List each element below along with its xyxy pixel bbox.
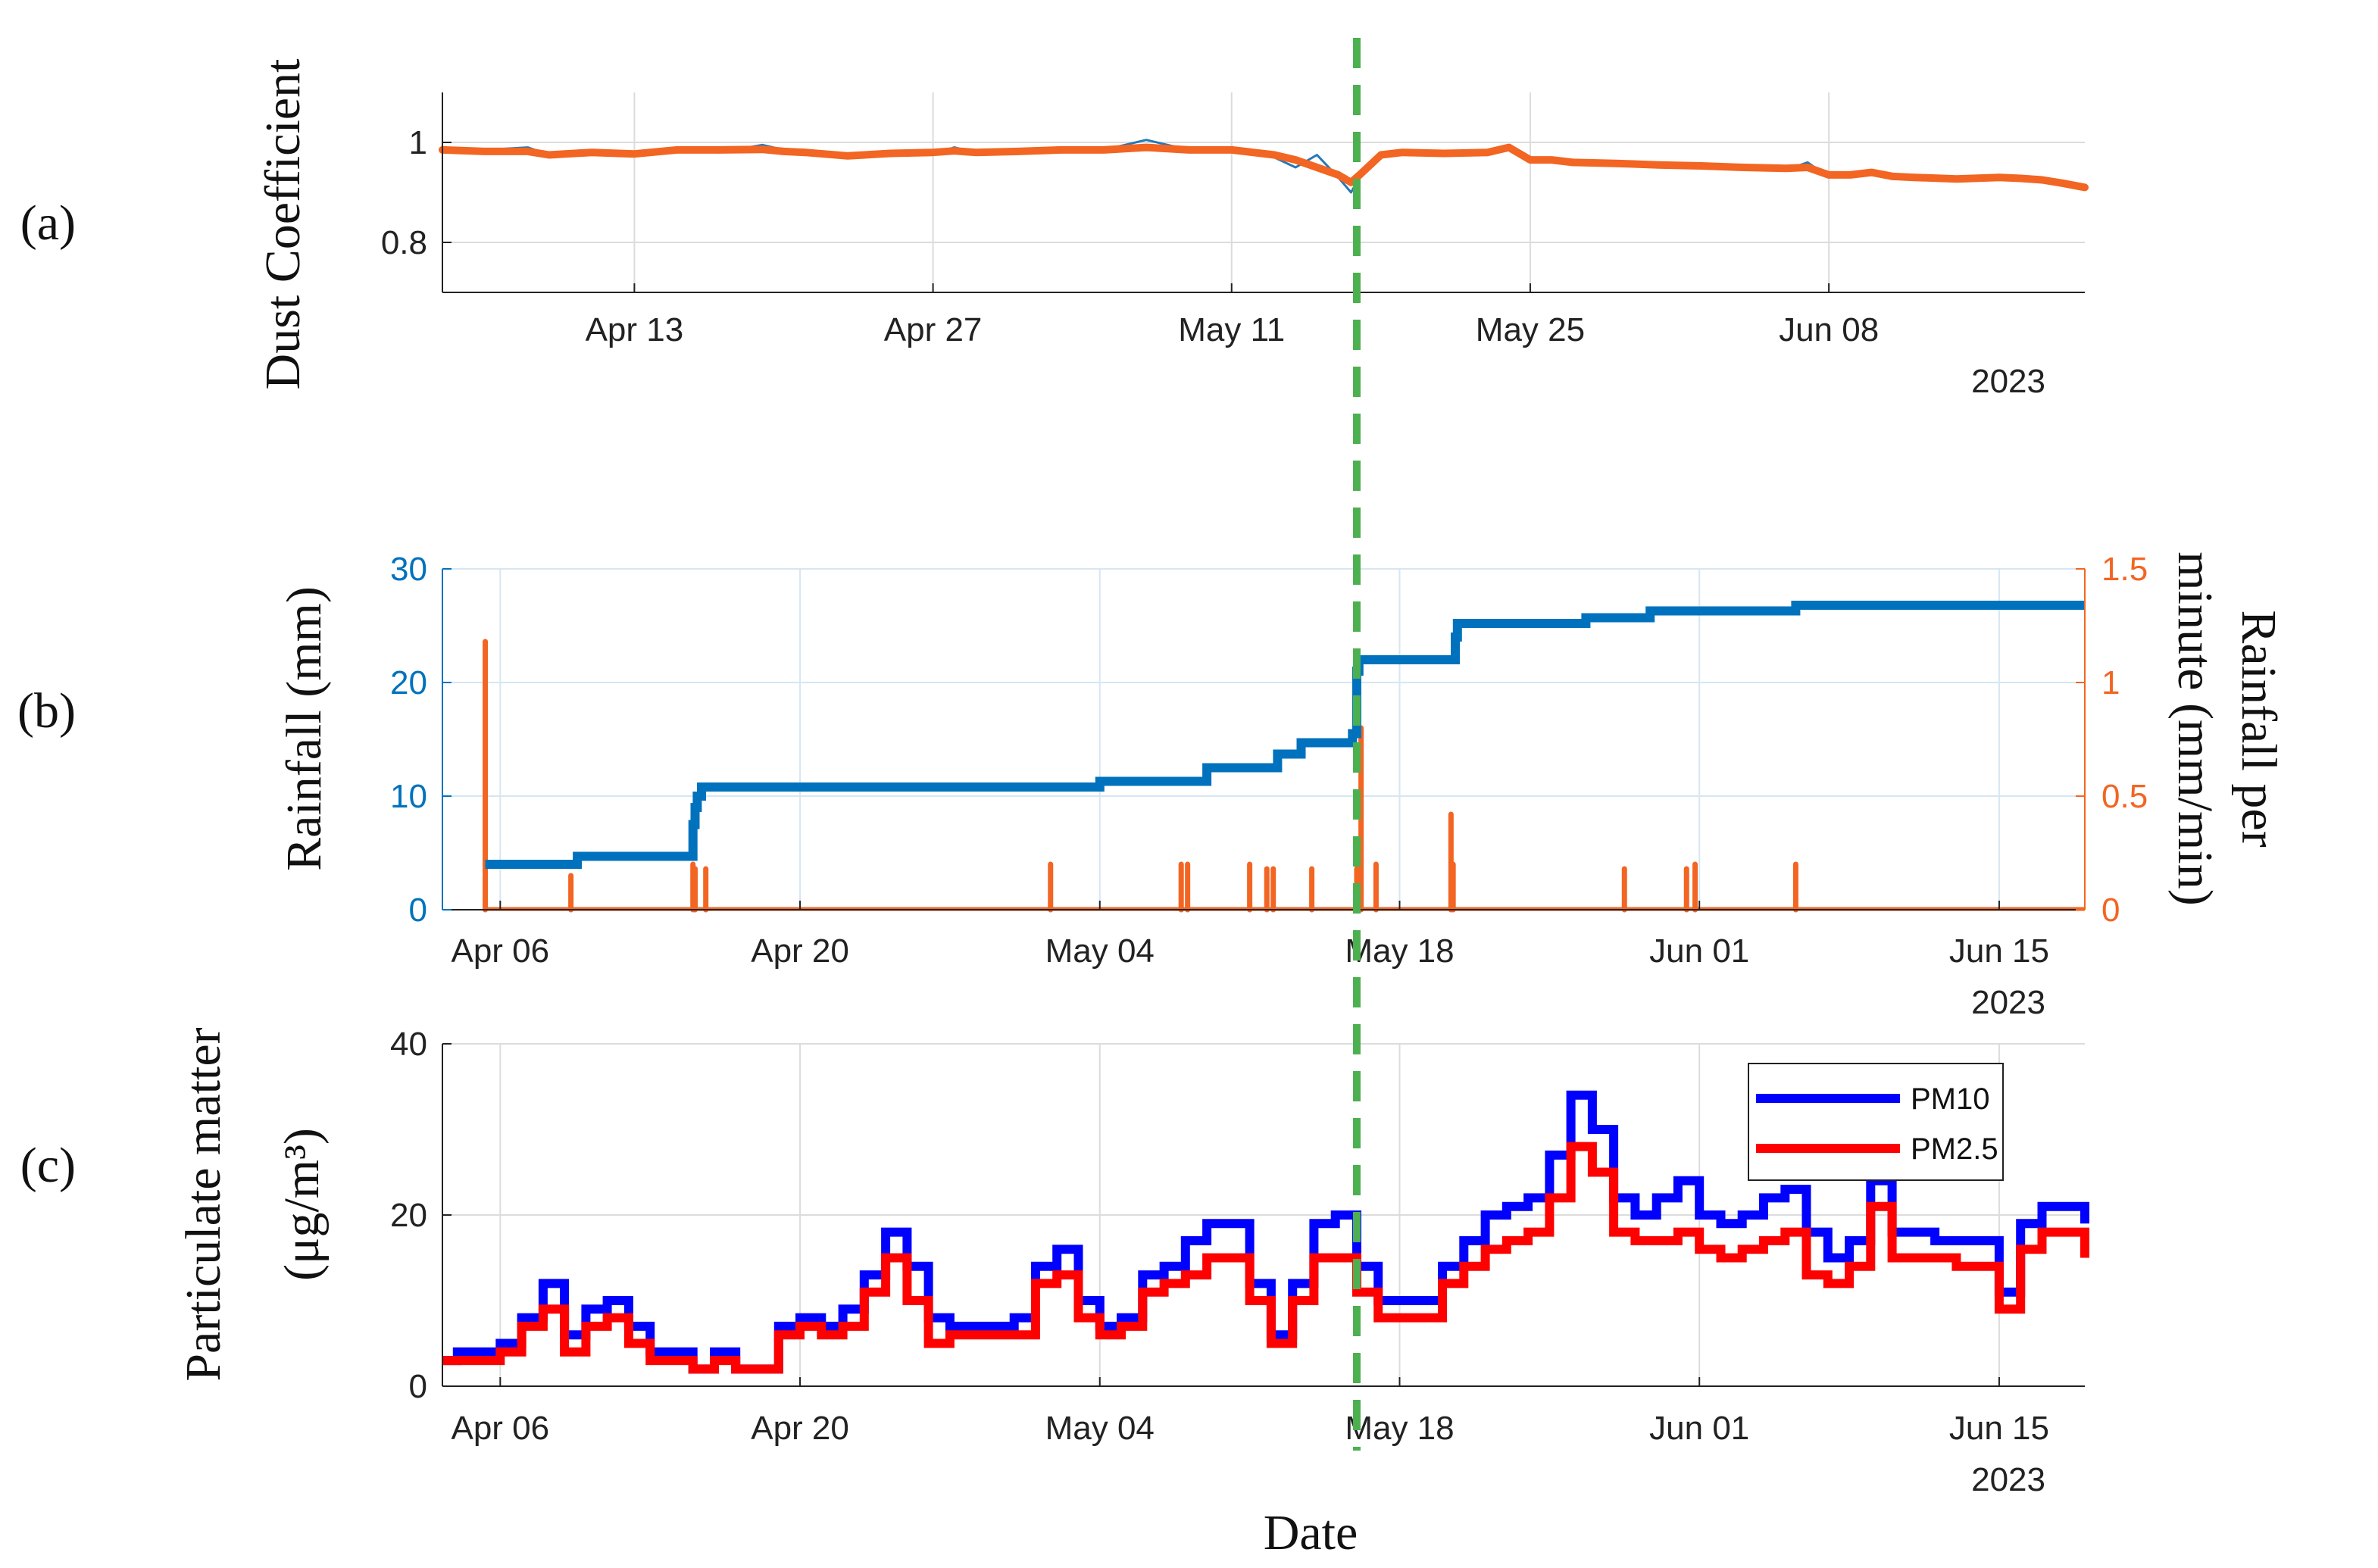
panel-b-chart: 0 10 20 30 0 0.5 1 1.5 Apr 06 Apr 20 May 04 May 18 J… xyxy=(17,551,2286,1021)
a-panel-label: (a) xyxy=(20,195,76,251)
c-y-axis-label-1: Particulate matter xyxy=(176,1027,231,1381)
c-xtick-label-0: Apr 06 xyxy=(451,1410,549,1447)
a-y-axis-label: Dust Coefficient xyxy=(255,59,311,390)
b-xtick-label-4: Jun 01 xyxy=(1649,932,1749,970)
b-ytick-label-0: 0 xyxy=(409,892,427,929)
b-y-axis-label: Rainfall (mm) xyxy=(277,586,332,871)
b-ytick-right-label-1: 0.5 xyxy=(2101,778,2148,815)
c-legend-label-1: PM2.5 xyxy=(1911,1132,1998,1166)
a-ytick-label-0: 0.8 xyxy=(381,224,427,261)
a-xtick-label-0: Apr 13 xyxy=(586,311,684,348)
b-ytick-right-label-0: 0 xyxy=(2101,892,2120,929)
b-xtick-label-2: May 04 xyxy=(1045,932,1155,970)
c-legend: PM10 PM2.5 xyxy=(1748,1063,2004,1181)
c-xtick-label-1: Apr 20 xyxy=(751,1410,849,1447)
panel-a-chart: 0.8 1 Apr 13 Apr 27 May 11 May 25 Jun 08 2023 Du… xyxy=(20,59,2089,400)
c-xtick-label-4: Jun 01 xyxy=(1649,1410,1749,1447)
a-series-smoothed xyxy=(439,143,2089,192)
b-xtick-label-1: Apr 20 xyxy=(751,932,849,970)
b-ytick-right-label-3: 1.5 xyxy=(2101,551,2148,588)
c-ytick-label-2: 40 xyxy=(390,1026,427,1063)
a-xtick-label-4: Jun 08 xyxy=(1779,311,1879,348)
panel-c-chart: 0 20 40 Apr 06 Apr 20 May 04 May 18 Jun 01 Jun 1… xyxy=(20,1026,2089,1498)
b-ytick-label-3: 30 xyxy=(390,551,427,588)
c-ytick-label-0: 0 xyxy=(409,1368,427,1405)
b-y-axis-right-label-2: minute (mm/min) xyxy=(2167,551,2223,905)
a-xtick-label-1: Apr 27 xyxy=(884,311,983,348)
b-xtick-label-0: Apr 06 xyxy=(451,932,549,970)
c-xtick-label-5: Jun 15 xyxy=(1949,1410,2049,1447)
b-xtick-label-3: May 18 xyxy=(1345,932,1454,970)
a-year-label: 2023 xyxy=(1971,363,2045,400)
a-xtick-label-3: May 25 xyxy=(1476,311,1585,348)
c-year-label: 2023 xyxy=(1971,1461,2045,1498)
b-ytick-label-1: 10 xyxy=(390,778,427,815)
c-legend-box xyxy=(1748,1063,2004,1181)
x-axis-label: Date xyxy=(1264,1505,1358,1560)
b-series-cumulative xyxy=(485,601,2085,869)
c-xtick-label-3: May 18 xyxy=(1345,1410,1454,1447)
a-xtick-label-2: May 11 xyxy=(1178,311,1285,348)
c-ytick-label-1: 20 xyxy=(390,1197,427,1234)
c-panel-label: (c) xyxy=(20,1138,76,1193)
b-panel-label: (b) xyxy=(17,683,76,739)
c-xtick-label-2: May 04 xyxy=(1045,1410,1155,1447)
b-y-axis-right-label-1: Rainfall per xyxy=(2231,610,2286,847)
c-y-axis-label-2: (μg/m³) xyxy=(274,1128,330,1281)
c-legend-label-0: PM10 xyxy=(1911,1082,1990,1116)
b-year-label: 2023 xyxy=(1971,984,2045,1021)
b-ytick-label-2: 20 xyxy=(390,664,427,701)
b-xtick-label-5: Jun 15 xyxy=(1949,932,2049,970)
b-ytick-right-label-2: 1 xyxy=(2101,664,2120,701)
c-series-pm25 xyxy=(442,1142,2089,1374)
a-ytick-label-1: 1 xyxy=(409,124,427,161)
